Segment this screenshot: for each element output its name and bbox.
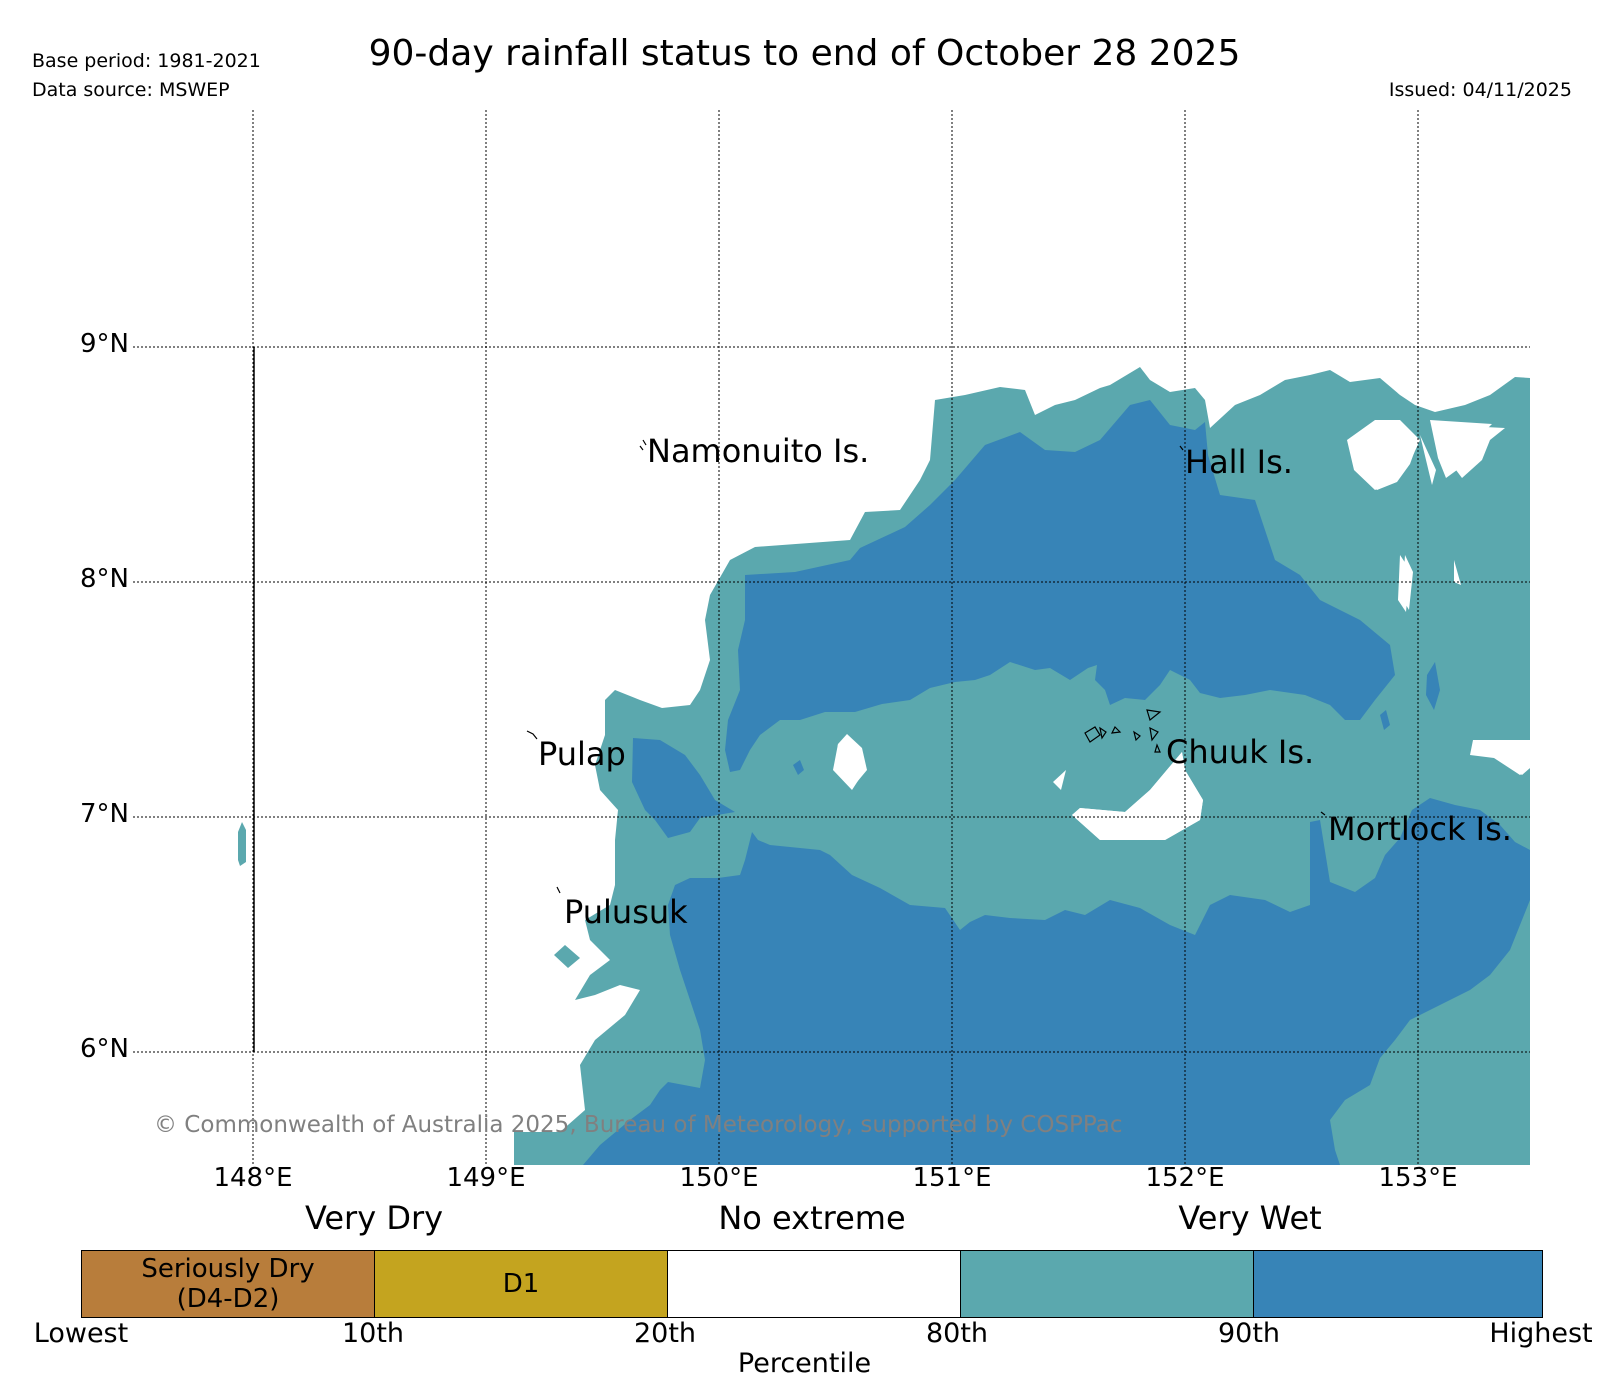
- no-extreme-hole-e: [1475, 740, 1530, 775]
- lat-tick-6n: 6°N: [80, 1034, 129, 1064]
- data-source: Data source: MSWEP: [32, 79, 230, 101]
- no-extreme-hole-e2: [1402, 555, 1413, 610]
- place-label-pulap: Pulap: [538, 735, 626, 773]
- very-wet-patch-east2: [1426, 662, 1440, 710]
- legend-percentile-highest: Highest: [1489, 1318, 1593, 1349]
- legend-segment-seriously-dry-line2: (D4-D2): [176, 1284, 280, 1314]
- legend-percentile-20th: 20th: [633, 1318, 697, 1349]
- lon-tick-151e: 151°E: [912, 1163, 992, 1193]
- pulap-islands: [526, 730, 538, 740]
- legend-segment-d1-label: D1: [502, 1269, 540, 1299]
- legend-percentile-10th: 10th: [341, 1318, 405, 1349]
- lat-tick-9n: 9°N: [80, 329, 129, 359]
- very-wet-patch-east1: [1380, 710, 1390, 730]
- base-period: Base period: 1981-2021: [32, 50, 261, 72]
- place-label-pulusuk: Pulusuk: [564, 893, 688, 931]
- namonuito-islands: [639, 439, 647, 451]
- pulusuk-islands: [556, 886, 561, 894]
- legend-category-very-dry: Very Dry: [304, 1199, 444, 1237]
- lon-tick-148e: 148°E: [213, 1163, 293, 1193]
- mortlock-islands: [1320, 811, 1326, 816]
- lon-tick-149e: 149°E: [446, 1163, 526, 1193]
- issued-date: Issued: 04/11/2025: [1388, 79, 1572, 101]
- wet-patch-west: [238, 822, 246, 866]
- very-wet-region-north: [725, 400, 1395, 772]
- lon-tick-152e: 152°E: [1145, 1163, 1225, 1193]
- legend-segment-very-wet: [1254, 1251, 1542, 1317]
- legend-segment-seriously-dry-line1: Seriously Dry: [141, 1254, 315, 1284]
- legend-category-no-extreme: No extreme: [718, 1199, 906, 1237]
- wet-patch-pulusuk: [554, 945, 580, 968]
- legend-category-very-wet: Very Wet: [1178, 1199, 1322, 1237]
- no-extreme-hole-ne2: [1445, 425, 1505, 478]
- gridlines: [133, 110, 1530, 1165]
- lat-tick-7n: 7°N: [80, 799, 129, 829]
- legend-axis-label: Percentile: [737, 1348, 872, 1379]
- legend-percentile-lowest: Lowest: [33, 1318, 129, 1349]
- place-label-mortlock: Mortlock Is.: [1328, 810, 1512, 848]
- no-extreme-hole-mid: [835, 734, 867, 788]
- hall-islands: [1179, 445, 1184, 451]
- place-label-chuuk: Chuuk Is.: [1166, 733, 1315, 771]
- map-title: 90-day rainfall status to end of October…: [368, 33, 1241, 74]
- legend-colorbar: Seriously Dry (D4-D2) D1: [81, 1250, 1543, 1318]
- no-extreme-hole-ne1: [1350, 423, 1418, 490]
- island-outlines: [526, 439, 1326, 894]
- place-label-namonuito: Namonuito Is.: [647, 432, 870, 470]
- legend-percentile-80th: 80th: [925, 1318, 989, 1349]
- very-wet-region-pulap: [632, 738, 735, 838]
- place-label-hall: Hall Is.: [1185, 443, 1293, 481]
- legend-percentile-90th: 90th: [1217, 1318, 1281, 1349]
- legend-segment-seriously-dry: Seriously Dry (D4-D2): [82, 1251, 375, 1317]
- legend-segment-wet: [961, 1251, 1254, 1317]
- lon-tick-153e: 153°E: [1378, 1163, 1458, 1193]
- legend-segment-no-extreme: [668, 1251, 961, 1317]
- very-wet-region-south: [583, 798, 1530, 1165]
- copyright-notice: © Commonwealth of Australia 2025, Bureau…: [154, 1112, 1123, 1138]
- chuuk-lagoon-islands: [1084, 709, 1162, 753]
- no-extreme-hole-chuuk: [1072, 752, 1203, 840]
- very-wet-patch-mid: [793, 760, 804, 775]
- lat-tick-8n: 8°N: [80, 564, 129, 594]
- lon-tick-150e: 150°E: [679, 1163, 759, 1193]
- legend-segment-d1: D1: [375, 1251, 668, 1317]
